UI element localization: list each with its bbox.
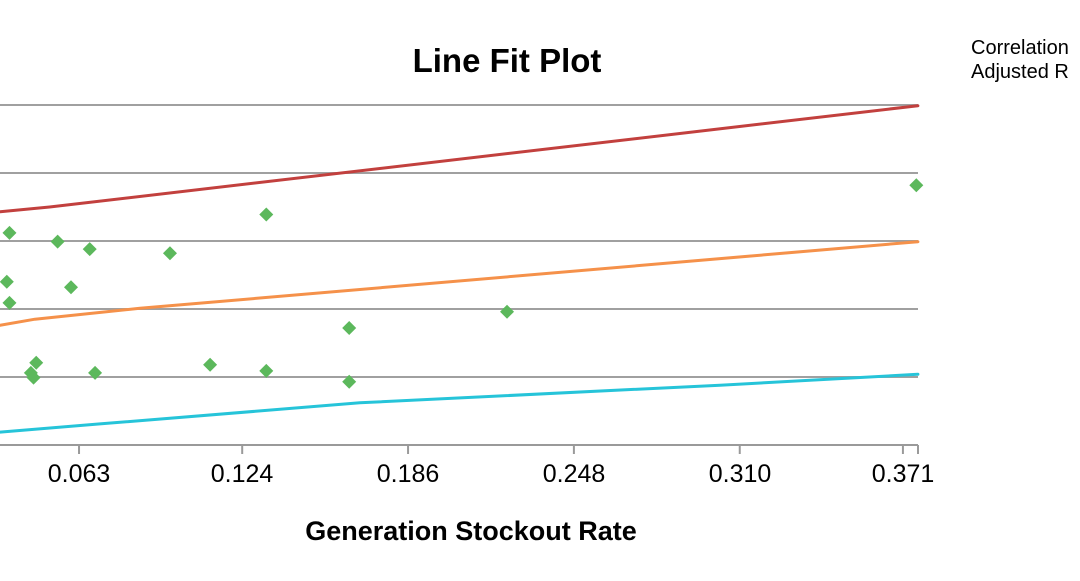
x-tick-label: 0.124 [210,460,274,488]
stats-annotation: Correlation Adjusted R [971,36,1080,84]
scatter-point [26,370,41,385]
fit-line-upper [0,104,920,214]
scatter-point [29,355,44,370]
adjusted-r-label: Adjusted R [971,61,1069,83]
scatter-point [259,207,274,222]
scatter-point [50,234,65,249]
scatter-point [342,321,357,336]
scatter-point [203,357,218,372]
scatter-point [88,365,103,380]
scatter-point [0,274,14,289]
scatter-point [2,295,17,310]
correlation-label: Correlation [971,37,1069,59]
x-axis-title: Generation Stockout Rate [305,516,637,546]
scatter-point [82,242,97,257]
scatter-point [259,363,274,378]
scatter-point [162,246,177,261]
scatter-point [342,374,357,389]
fit-line-middle [0,240,920,327]
scatter-point [909,178,924,193]
x-tick-label: 0.063 [47,460,111,488]
chart-title: Line Fit Plot [412,42,602,79]
fit-line-lower [0,372,920,434]
scatter-point [64,280,78,295]
x-tick-label: 0.371 [871,460,935,488]
scatter-point [500,304,515,319]
x-tick-label: 0.186 [376,460,440,488]
x-tick-label: 0.248 [542,460,606,488]
scatter-point [2,225,17,240]
x-tick-label: 0.310 [708,460,772,488]
